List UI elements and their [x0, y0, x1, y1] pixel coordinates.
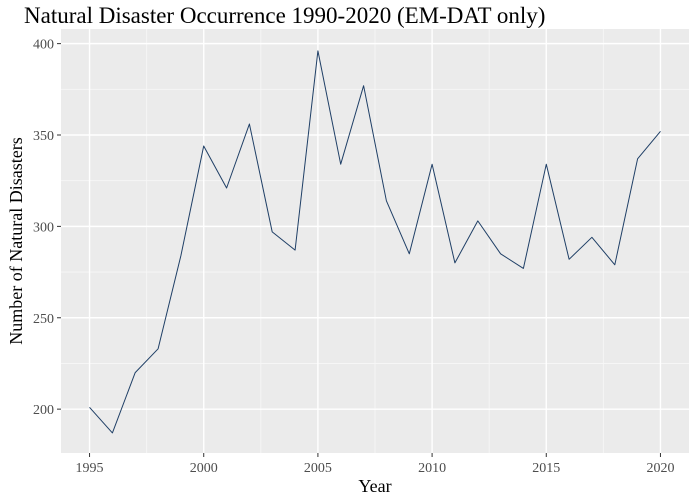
x-tick-label: 1995: [76, 461, 104, 476]
y-tick-label: 350: [33, 129, 54, 144]
x-tick-label: 2010: [418, 461, 446, 476]
x-tick-label: 2015: [532, 461, 560, 476]
x-axis-title: Year: [358, 476, 391, 496]
y-tick-label: 400: [33, 38, 54, 53]
y-tick-label: 250: [33, 312, 54, 327]
x-tick-label: 2000: [190, 461, 218, 476]
x-tick-label: 2020: [646, 461, 674, 476]
chart-title: Natural Disaster Occurrence 1990-2020 (E…: [24, 3, 546, 28]
series-line: [89, 50, 661, 434]
x-tick-label: 2005: [304, 461, 332, 476]
y-axis-title: Number of Natural Disasters: [6, 137, 26, 344]
y-tick-label: 200: [33, 403, 54, 418]
y-tick-label: 300: [33, 220, 54, 235]
